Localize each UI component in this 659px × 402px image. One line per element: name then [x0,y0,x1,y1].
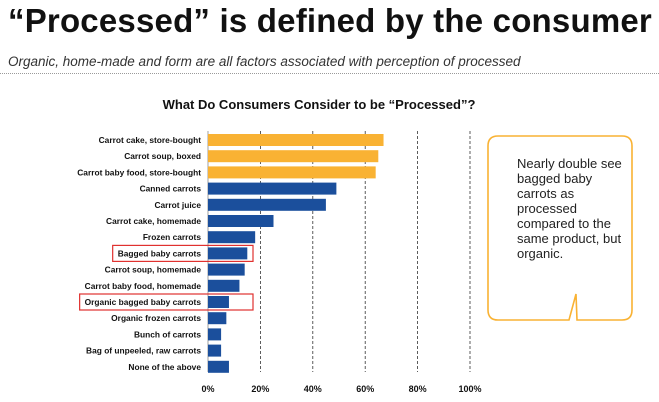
bar [208,279,240,292]
bar [208,150,379,163]
category-label: Frozen carrots [143,232,202,242]
chart-title: What Do Consumers Consider to be “Proces… [163,97,476,112]
x-tick-label: 20% [251,384,269,394]
bar [208,198,326,211]
bar [208,328,222,341]
highlight-box [112,244,254,262]
callout-bubble [487,135,633,321]
x-tick-label: 100% [458,384,481,394]
bar [208,263,245,276]
x-tick-label: 60% [356,384,374,394]
category-label: Carrot soup, homemade [105,265,202,275]
slide-subtitle: Organic, home-made and form are all fact… [8,54,521,69]
category-label: Carrot soup, boxed [124,151,201,161]
category-label: None of the above [128,362,201,372]
bar [208,296,229,308]
category-label: Bag of unpeeled, raw carrots [86,346,201,356]
category-label: Carrot cake, store-bought [99,135,202,145]
bar [208,231,256,244]
category-label: Bunch of carrots [134,329,201,339]
dotted-divider [0,73,659,74]
slide-title: “Processed” is defined by the consumer [8,2,652,39]
x-tick-label: 40% [304,384,322,394]
category-label: Carrot juice [154,200,201,210]
category-label: Bagged baby carrots [118,248,202,258]
category-label: Carrot baby food, store-bought [77,167,201,177]
bar [208,360,229,373]
callout-text: Nearly double see bagged baby carrots as… [517,156,622,261]
category-label: Carrot cake, homemade [106,216,201,226]
bar [208,247,248,260]
bar [208,215,274,227]
x-tick-label: 80% [409,384,427,394]
x-tick-label: 0% [201,384,214,394]
highlight-box [79,293,254,311]
bar [208,182,337,195]
category-label: Carrot baby food, homemade [85,281,202,291]
bar [208,134,384,146]
callout-outline [487,135,633,321]
category-label: Organic frozen carrots [111,313,201,323]
bar [208,312,227,325]
bar [208,166,376,179]
bar [208,344,222,357]
category-label: Organic bagged baby carrots [85,297,202,307]
category-label: Canned carrots [140,184,202,194]
